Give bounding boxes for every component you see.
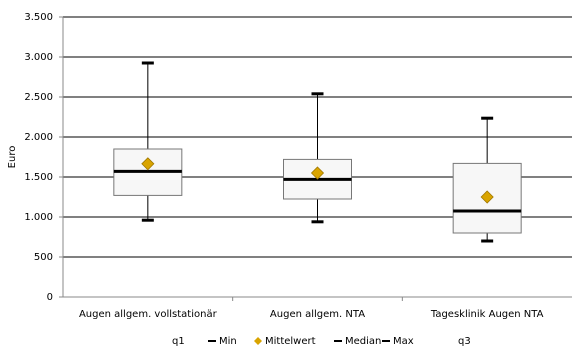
legend-label: Max (393, 336, 414, 347)
y-tick-label: 500 (34, 252, 53, 263)
legend-label: q3 (458, 336, 471, 347)
y-tick-label: 0 (47, 292, 53, 303)
mean-marker (141, 157, 155, 171)
legend-label: Mittelwert (265, 336, 316, 347)
mean-marker (480, 190, 494, 204)
y-tick-label: 1.000 (24, 212, 53, 223)
y-axis-label: Euro (7, 146, 18, 169)
legend-label: q1 (172, 336, 185, 347)
y-tick-label: 2.500 (24, 92, 53, 103)
legend-label: Min (219, 336, 237, 347)
y-tick-label: 3.500 (24, 12, 53, 23)
x-tick-label: Augen allgem. vollstationär (79, 309, 218, 320)
legend-label: Median (345, 336, 381, 347)
y-tick-label: 3.000 (24, 52, 53, 63)
legend-symbol (254, 337, 262, 345)
y-tick-label: 2.000 (24, 132, 53, 143)
y-tick-label: 1.500 (24, 172, 53, 183)
x-tick-label: Augen allgem. NTA (270, 309, 365, 320)
x-tick-label: Tagesklinik Augen NTA (430, 309, 544, 320)
mean-marker (310, 166, 325, 180)
